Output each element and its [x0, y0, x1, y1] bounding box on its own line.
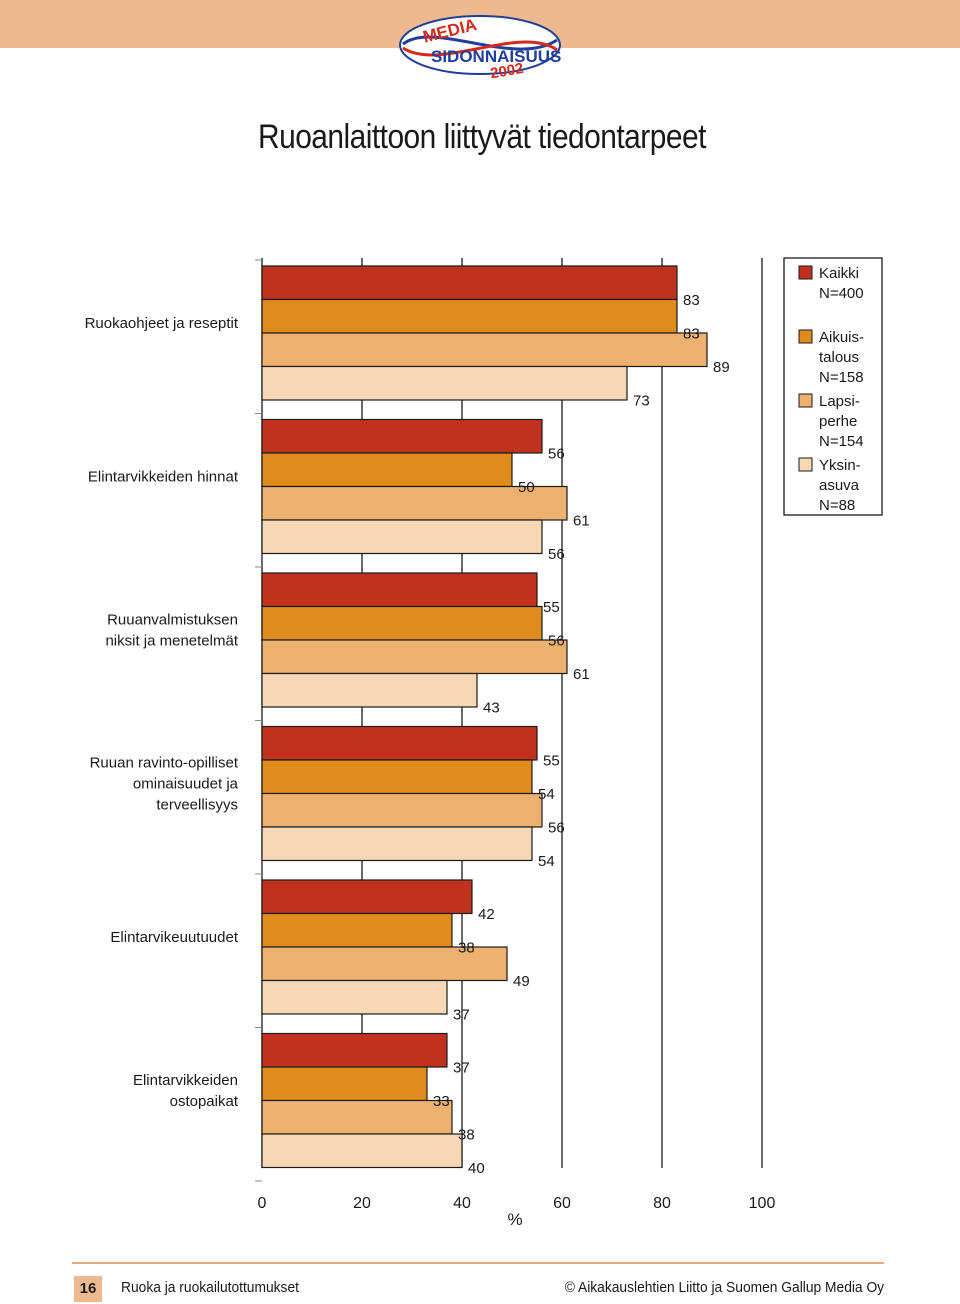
value-label-g3-s3: 54 [538, 853, 555, 870]
legend-swatch-0 [798, 265, 813, 280]
category-labels: Ruokaohjeet ja reseptit Elintarvikkeiden … [85, 315, 239, 1110]
bar-g4-s2 [261, 946, 508, 982]
category-label-2: Ruuanvalmistuksen niksit ja menetelmät [105, 612, 238, 650]
value-label-g2-s3: 43 [483, 699, 500, 716]
page-title: Ruoanlaittoon liittyvät tiedontarpeet [258, 118, 706, 156]
footer-publication: Ruoka ja ruokailutottumukset [121, 1279, 299, 1296]
value-label-g4-s1: 38 [458, 939, 475, 956]
legend-label-0: Kaikki N=400 [819, 265, 864, 302]
value-label-g2-s0: 55 [543, 599, 560, 616]
bar-g1-s0 [261, 418, 543, 454]
x-axis-label: % [507, 1210, 522, 1229]
x-tick-label-5: 100 [749, 1195, 776, 1212]
value-label-g5-s2: 38 [458, 1126, 475, 1143]
bar-g2-s1 [261, 605, 543, 641]
category-label-0: Ruokaohjeet ja reseptit [85, 315, 239, 332]
value-label-g0-s1: 83 [683, 325, 700, 342]
x-tick-label-3: 60 [553, 1195, 571, 1212]
logo-text-year: 2002 [489, 60, 525, 78]
grid-layer [255, 258, 763, 1182]
bar-g0-s2 [261, 332, 708, 368]
bar-g5-s1 [261, 1066, 428, 1102]
bar-g1-s3 [261, 519, 543, 555]
value-labels: 8383897356506156555661435554565442384937… [433, 292, 730, 1177]
x-tick-label-4: 80 [653, 1195, 671, 1212]
legend-label-3: Yksin-asuva N=88 [819, 457, 861, 514]
legend-swatch-1 [798, 329, 813, 344]
value-label-g4-s3: 37 [453, 1006, 470, 1023]
bar-g5-s0 [261, 1032, 448, 1068]
bar-g3-s3 [261, 826, 533, 862]
media-sidonnaisuus-logo: MEDIA SIDONNAISUUS 2002 [399, 15, 561, 78]
bar-g0-s3 [261, 365, 628, 401]
value-label-g1-s0: 56 [548, 445, 565, 462]
bar-g1-s1 [261, 452, 513, 488]
bar-g3-s0 [261, 725, 538, 761]
value-label-g0-s3: 73 [633, 392, 650, 409]
value-label-g2-s1: 56 [548, 632, 565, 649]
x-axis-ticks: 0 20 40 60 80 100 [258, 1195, 776, 1212]
bar-g5-s3 [261, 1133, 463, 1169]
value-label-g1-s1: 50 [518, 479, 535, 496]
bar-g2-s2 [261, 639, 568, 675]
bar-g4-s1 [261, 912, 453, 948]
bar-g2-s0 [261, 572, 538, 608]
bar-g0-s0 [261, 265, 678, 301]
category-label-5: Elintarvikkeiden ostopaikat [133, 1072, 239, 1110]
bar-g1-s2 [261, 485, 568, 521]
category-label-3: Ruuan ravinto-opilliset ominaisuudet ja te… [90, 755, 239, 814]
logo-text-sidonnaisuus: SIDONNAISUUS [431, 47, 561, 66]
category-label-4: Elintarvikeuutuudet [110, 929, 238, 946]
value-label-g1-s2: 61 [573, 512, 590, 529]
page-number: 16 [74, 1276, 102, 1302]
legend: Kaikki N=400 Aikuis-talous N=158 Lapsi-perhe… [783, 257, 883, 516]
footer-copyright: © Aikakauslehtien Liitto ja Suomen Gallu… [564, 1279, 884, 1296]
bar-g0-s1 [261, 298, 678, 334]
bar-g5-s2 [261, 1099, 453, 1135]
legend-label-2: Lapsi-perhe N=154 [819, 393, 864, 450]
legend-swatch-2 [798, 393, 813, 408]
value-label-g2-s2: 61 [573, 666, 590, 683]
bar-g4-s3 [261, 979, 448, 1015]
value-label-g3-s0: 55 [543, 752, 560, 769]
value-label-g0-s0: 83 [683, 292, 700, 309]
footer-rule [72, 1262, 884, 1264]
value-label-g0-s2: 89 [713, 359, 730, 376]
legend-box [783, 257, 883, 516]
category-label-1: Elintarvikkeiden hinnat [88, 469, 239, 486]
value-label-g5-s0: 37 [453, 1059, 470, 1076]
value-label-g3-s2: 56 [548, 819, 565, 836]
value-label-g4-s2: 49 [513, 973, 530, 990]
bar-g2-s3 [261, 672, 478, 708]
bar-g4-s0 [261, 879, 473, 915]
x-tick-label-2: 40 [453, 1195, 471, 1212]
bars-layer [261, 265, 708, 1169]
value-label-g3-s1: 54 [538, 786, 555, 803]
bar-g3-s1 [261, 759, 533, 795]
value-label-g5-s3: 40 [468, 1160, 485, 1177]
value-label-g4-s0: 42 [478, 906, 495, 923]
x-tick-label-1: 20 [353, 1195, 371, 1212]
legend-label-1: Aikuis-talous N=158 [819, 329, 864, 386]
value-label-g1-s3: 56 [548, 546, 565, 563]
value-label-g5-s1: 33 [433, 1093, 450, 1110]
bar-g3-s2 [261, 792, 543, 828]
x-tick-label-0: 0 [258, 1195, 267, 1212]
legend-swatch-3 [798, 457, 813, 472]
